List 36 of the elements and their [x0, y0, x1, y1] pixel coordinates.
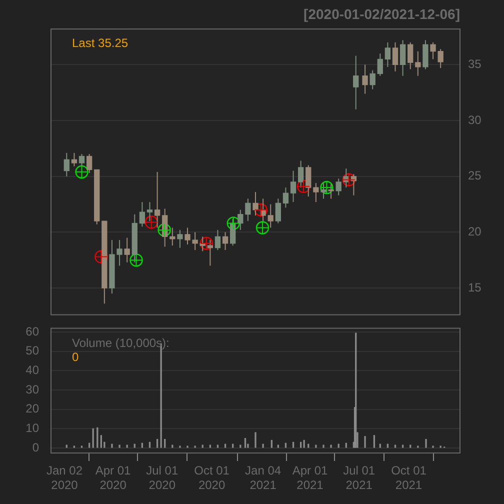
point	[296, 180, 310, 194]
point	[320, 180, 334, 194]
point	[144, 216, 158, 229]
x-tick-label: Oct 01 2020	[194, 464, 230, 492]
point	[254, 203, 268, 216]
y-tick-label: 35	[468, 57, 482, 72]
point	[226, 216, 240, 230]
annotation: 0	[72, 350, 79, 364]
y-tick-label: 20	[26, 402, 40, 416]
chart-title: [2020-01-02/2021-12-06]	[304, 6, 460, 22]
point	[200, 236, 213, 250]
point	[75, 165, 88, 178]
annotation: Last 35.25	[72, 36, 128, 50]
y-tick-label: 10	[26, 420, 40, 435]
y-tick-label: 0	[32, 440, 40, 454]
y-tick-label: 30	[26, 382, 40, 396]
annotation: Volume (10,000s):	[72, 336, 170, 350]
point	[256, 221, 270, 234]
y-tick-label: 25	[468, 168, 482, 183]
point	[130, 253, 143, 267]
x-tick-label: Jan 04 2021	[245, 464, 282, 492]
x-tick-label: Apr 01 2020	[95, 464, 132, 492]
y-tick-label: 40	[26, 363, 40, 378]
x-tick-label: Oct 01 2021	[391, 464, 427, 492]
y-tick-label: 60	[26, 324, 40, 338]
x-tick-label: Jul 01 2021	[343, 464, 376, 492]
x-tick-label: Jul 01 2020	[146, 464, 178, 492]
point	[342, 173, 356, 186]
y-tick-label: 20	[468, 224, 482, 238]
x-tick-label: Jan 02 2020	[46, 464, 83, 492]
y-tick-label: 15	[468, 280, 482, 294]
y-tick-label: 30	[468, 112, 482, 127]
x-tick-label: Apr 01 2021	[292, 464, 328, 492]
y-tick-label: 50	[26, 344, 40, 358]
point	[158, 223, 171, 237]
candlestick	[313, 182, 319, 203]
